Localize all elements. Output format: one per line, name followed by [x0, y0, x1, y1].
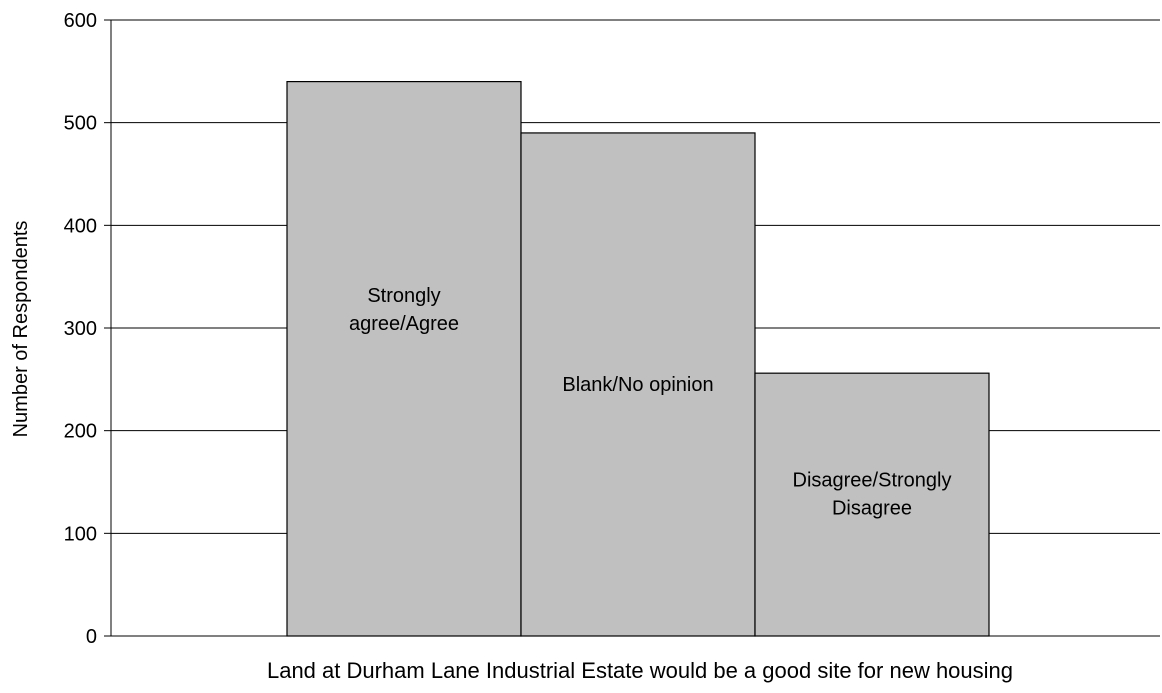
- bar: [754, 372, 990, 637]
- y-tick-label: 500: [64, 113, 97, 135]
- bar: [520, 132, 756, 637]
- bar-category-label: Blank/No opinion: [562, 374, 713, 396]
- bar-labels: Strongly agree/Agree Blank/No opinion Disag…: [349, 285, 952, 520]
- y-tick-label: 0: [86, 626, 97, 648]
- y-tick-label: 400: [64, 215, 97, 237]
- y-tick-label: 300: [64, 318, 97, 340]
- x-axis-label: Land at Durham Lane Industrial Estate wo…: [267, 658, 1013, 683]
- y-tick-label: 100: [64, 523, 97, 545]
- y-axis-label: Number of Respondents: [10, 221, 32, 438]
- bars: [286, 80, 990, 637]
- bar: [286, 80, 522, 637]
- y-tick-label: 200: [64, 421, 97, 443]
- y-tick-labels: 0 100 200 300 400 500 600: [64, 10, 111, 648]
- y-tick-label: 600: [64, 10, 97, 32]
- bar-category-label: Disagree/Strongly Disagree: [793, 470, 952, 520]
- bar-category-label: Strongly agree/Agree: [349, 285, 459, 335]
